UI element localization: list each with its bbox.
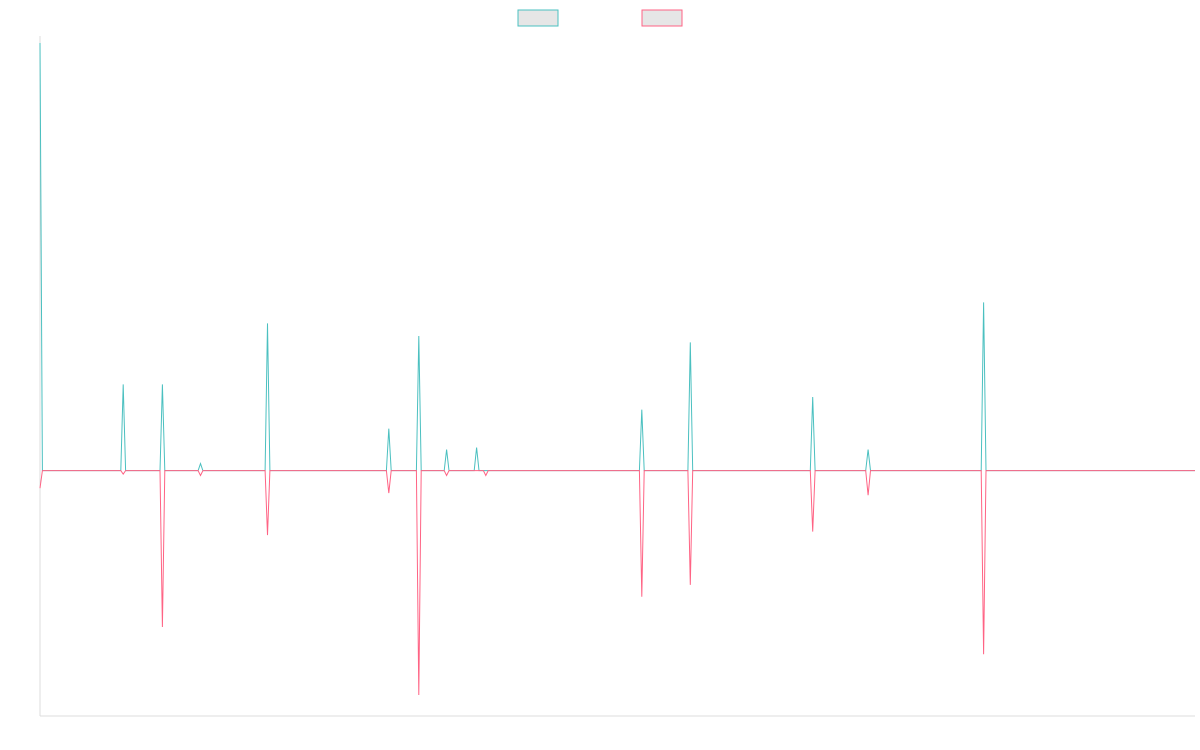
legend-swatch-2[interactable]	[641, 9, 683, 27]
series-layer	[39, 42, 1195, 696]
legend	[517, 9, 683, 27]
legend-swatch-1[interactable]	[517, 9, 559, 27]
series-line-1	[39, 42, 1195, 472]
series-line-2	[39, 470, 1195, 696]
